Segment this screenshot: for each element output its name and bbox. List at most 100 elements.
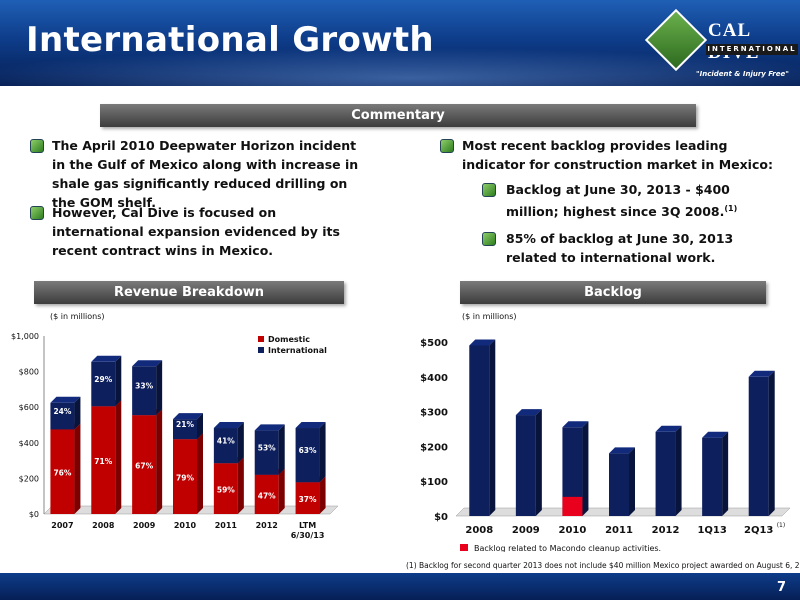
bar-backlog <box>469 345 490 516</box>
x-tick-label: 2011 <box>605 525 633 536</box>
x-tick-label-2: 6/30/13 <box>291 531 325 540</box>
x-tick-label: 2010 <box>559 525 587 536</box>
y-tick-label: $100 <box>420 477 448 488</box>
commentary-right-sub2: 85% of backlog at June 30, 2013 related … <box>506 231 734 265</box>
bar-international-side <box>319 422 326 483</box>
backlog-units: ($ in millions) <box>462 312 517 321</box>
x-tick-label: 2008 <box>465 525 493 536</box>
x-tick-label: 2011 <box>215 521 238 530</box>
bar-backlog-side <box>535 409 542 516</box>
data-label: 29% <box>94 375 112 384</box>
x-tick-label: 2009 <box>512 525 540 536</box>
data-label: 67% <box>135 462 153 471</box>
bar-backlog <box>562 427 583 516</box>
bar-backlog-side <box>489 339 496 516</box>
bar-international-side <box>237 422 244 464</box>
logo-tagline: "Incident & Injury Free" <box>696 70 789 78</box>
bar-international-top <box>91 355 122 362</box>
bar-backlog-top <box>702 431 729 438</box>
x-tick-label: 2010 <box>174 521 197 530</box>
data-label: 41% <box>217 437 235 446</box>
logo-sub: INTERNATIONAL <box>706 44 798 55</box>
bullet-icon <box>440 139 454 153</box>
y-tick-label: $200 <box>420 442 448 453</box>
bar-domestic <box>132 415 157 514</box>
bar-domestic <box>295 482 320 514</box>
y-tick-label: $400 <box>19 439 39 448</box>
y-tick-label: $300 <box>420 408 448 419</box>
legend-swatch <box>460 544 468 551</box>
bar-backlog-side <box>675 425 682 516</box>
bar-international-top <box>173 413 203 420</box>
bullet-icon <box>482 183 496 197</box>
bar-backlog-side <box>629 447 635 516</box>
bar-backlog <box>702 437 723 516</box>
bar-international <box>91 361 116 407</box>
bullet-icon <box>30 206 44 220</box>
bar-backlog-top <box>655 425 682 432</box>
x-tick-label: 2012 <box>256 521 278 530</box>
bar-domestic-side <box>156 409 163 514</box>
bar-backlog-top <box>748 370 775 377</box>
page-title: International Growth <box>26 20 434 60</box>
bar-domestic-side <box>115 400 122 514</box>
bar-backlog <box>748 376 769 516</box>
revenue-chart: $0 $200 $400 $600 $800 $1,000 76% 24% 2007 71% 29%… <box>11 332 339 540</box>
bar-domestic-side <box>237 457 244 514</box>
data-label: 76% <box>53 469 71 478</box>
x-tick-label: 1Q13 <box>697 525 726 536</box>
bar-international <box>173 419 197 440</box>
bar-international-top <box>254 424 285 431</box>
y-tick-label: $600 <box>19 403 39 412</box>
y-tick-label: $500 <box>420 338 448 349</box>
backlog-footnote: (1) Backlog for second quarter 2013 does… <box>406 561 800 570</box>
bar-international <box>50 402 75 430</box>
backlog-header: Backlog <box>460 281 766 304</box>
bar-backlog-side <box>768 370 775 516</box>
backlog-chart: $0 $100 $200 $300 $400 $500 2008 2009 2010 2011 20… <box>420 338 791 552</box>
x-tick-label: 2012 <box>652 525 680 536</box>
legend-swatch <box>258 347 264 353</box>
data-label: 79% <box>176 474 194 483</box>
legend-swatch <box>258 336 264 342</box>
bar-backlog-side <box>722 431 729 516</box>
data-label: 63% <box>299 446 317 455</box>
data-label: 53% <box>258 444 276 453</box>
bar-domestic <box>50 429 75 514</box>
legend-label: International <box>268 346 327 355</box>
bar-backlog-side <box>582 421 589 516</box>
bar-international-top <box>132 360 163 367</box>
data-label: 71% <box>94 457 112 466</box>
bar-backlog <box>515 415 536 516</box>
bar-international-side <box>115 355 122 407</box>
x-tick-label: 2Q13 <box>744 525 773 536</box>
header-banner: International Growth CAL DIVE INTERNATIO… <box>0 0 800 86</box>
page-number: 7 <box>776 580 786 595</box>
bar-international-side <box>278 424 285 475</box>
y-tick-label: $0 <box>434 512 448 523</box>
bar-international-side <box>197 413 203 440</box>
bullet-icon <box>482 232 496 246</box>
bar-backlog <box>609 453 629 516</box>
bar-international <box>254 430 279 475</box>
bar-domestic-side <box>197 433 203 514</box>
x-tick-label: 2007 <box>51 521 73 530</box>
x-tick-sup: (1) <box>777 522 786 529</box>
bar-domestic <box>213 463 238 514</box>
x-tick-label: 2008 <box>92 521 115 530</box>
data-label: 47% <box>258 491 276 500</box>
data-label: 21% <box>176 420 194 429</box>
bullet-icon <box>30 139 44 153</box>
bar-international-side <box>74 396 81 430</box>
commentary-left-2: However, Cal Dive is focused on internat… <box>52 205 340 258</box>
bar-macondo <box>562 496 583 516</box>
data-label: 33% <box>135 382 153 391</box>
y-tick-label: $400 <box>420 373 448 384</box>
bar-international-top <box>213 422 244 429</box>
data-label: 24% <box>53 407 71 416</box>
y-tick-label: $800 <box>19 368 39 377</box>
bar-international-top <box>295 422 326 429</box>
bar-domestic <box>173 439 197 514</box>
y-tick-label: $1,000 <box>11 332 39 341</box>
x-tick-label: 2009 <box>133 521 156 530</box>
